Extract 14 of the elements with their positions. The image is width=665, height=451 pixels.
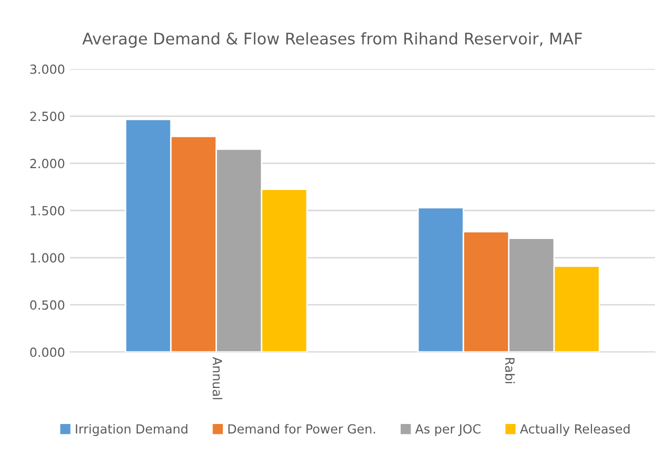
x-tick-label: Annual xyxy=(212,356,222,400)
y-tick-label: 3.000 xyxy=(30,64,64,74)
y-tick-label: 2.000 xyxy=(30,158,64,168)
y-tick-label: 1.500 xyxy=(30,206,64,216)
y-tick-label: 0.000 xyxy=(30,347,64,357)
chart-title: Average Demand & Flow Releases from Rihand Reservoir, MAF xyxy=(82,32,582,48)
legend-label: Irrigation Demand xyxy=(76,424,188,436)
y-tick-label: 1.000 xyxy=(30,253,64,263)
legend-label: Demand for Power Gen. xyxy=(228,424,376,434)
legend-label: Actually Released xyxy=(520,424,630,436)
legend-label: As per JOC xyxy=(415,424,480,436)
y-tick-label: 0.500 xyxy=(30,300,64,310)
y-tick-label: 2.500 xyxy=(30,112,64,122)
x-tick-label: Rabi xyxy=(505,358,515,384)
